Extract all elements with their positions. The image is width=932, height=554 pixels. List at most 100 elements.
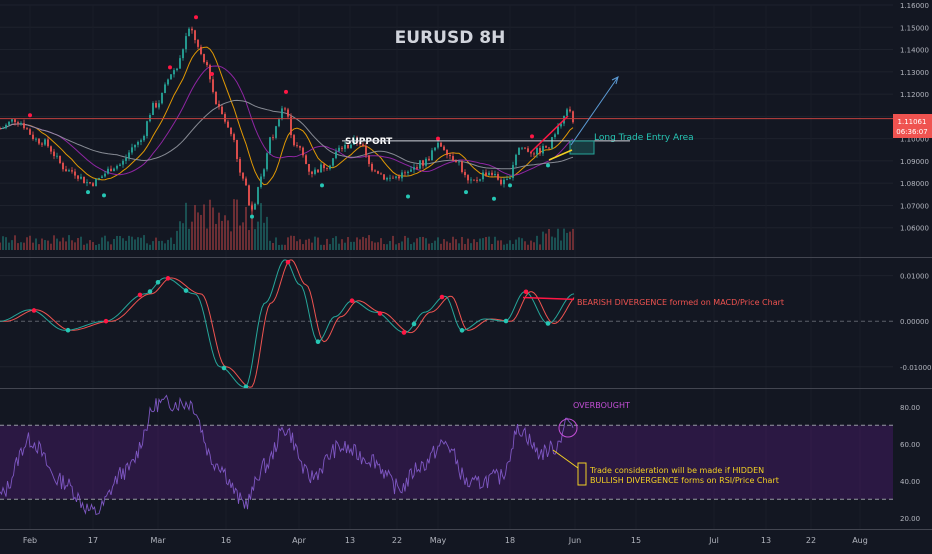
volume-bar bbox=[41, 238, 43, 250]
swing-dot bbox=[406, 194, 410, 199]
candle-body bbox=[533, 153, 535, 155]
macd-cross-dot bbox=[459, 328, 465, 333]
volume-bar bbox=[122, 238, 124, 250]
volume-bar bbox=[221, 220, 223, 250]
rsi-tick-label: 60.00 bbox=[900, 441, 920, 449]
volume-bar bbox=[23, 242, 25, 250]
candle-body bbox=[566, 109, 568, 116]
candle-body bbox=[518, 148, 520, 155]
swing-dot bbox=[492, 196, 496, 201]
candle-body bbox=[473, 179, 475, 181]
time-tick-label: Mar bbox=[150, 536, 166, 545]
volume-bar bbox=[446, 241, 448, 250]
volume-bar bbox=[68, 235, 70, 250]
candle-body bbox=[389, 177, 391, 179]
hidden-divergence-note-line-1: Trade consideration will be made if HIDD… bbox=[589, 466, 764, 475]
volume-bar bbox=[395, 244, 397, 250]
volume-bar bbox=[281, 244, 283, 250]
volume-bar bbox=[512, 244, 514, 250]
macd-axis: 0.01000 0.00000 -0.01000 bbox=[900, 273, 931, 372]
macd-divergence-note: BEARISH DIVERGENCE formed on MACD/Price … bbox=[577, 298, 784, 307]
macd-cross-dot bbox=[137, 292, 143, 298]
volume-bar bbox=[536, 235, 538, 250]
macd-cross-dot bbox=[523, 289, 529, 295]
candle-body bbox=[347, 144, 349, 148]
candle-body bbox=[26, 128, 28, 130]
time-tick-label: May bbox=[430, 536, 447, 545]
candle-body bbox=[263, 169, 265, 177]
candle-body bbox=[245, 178, 247, 186]
volume-bar bbox=[140, 237, 142, 250]
macd-tick-label: -0.01000 bbox=[900, 364, 931, 372]
volume-bar bbox=[161, 240, 163, 250]
candle-body bbox=[59, 155, 61, 164]
candle-body bbox=[353, 138, 355, 145]
candle-body bbox=[20, 123, 22, 124]
candle-body bbox=[296, 145, 298, 147]
rsi-panel[interactable]: OVERBOUGHT Trade consideration will be m… bbox=[0, 394, 920, 523]
overbought-label: OVERBOUGHT bbox=[573, 401, 630, 410]
volume-bar bbox=[113, 238, 115, 250]
candle-body bbox=[191, 28, 193, 31]
volume-bar bbox=[398, 243, 400, 250]
candle-body bbox=[290, 116, 292, 136]
volume-bar bbox=[56, 238, 58, 250]
volume-bar bbox=[158, 241, 160, 250]
volume-bar bbox=[110, 244, 112, 250]
volume-bar bbox=[461, 236, 463, 250]
price-tick-label: 1.12000 bbox=[900, 91, 929, 99]
volume-bar bbox=[179, 221, 181, 250]
volume-bar bbox=[554, 237, 556, 250]
volume-bar bbox=[44, 240, 46, 250]
candle-body bbox=[35, 138, 37, 140]
time-tick-label: 17 bbox=[88, 536, 98, 545]
volume-bar bbox=[272, 242, 274, 250]
candle-body bbox=[299, 146, 301, 148]
time-axis[interactable]: Feb 17 Mar 16 Apr 13 22 May 18 Jun 15 Jul 13 22 Aug bbox=[23, 536, 868, 545]
volume-bar bbox=[530, 240, 532, 250]
macd-panel[interactable]: 0.01000 0.00000 -0.01000 BEARISH DIVERGENC… bbox=[0, 259, 931, 390]
volume-bar bbox=[437, 237, 439, 250]
volume-bar bbox=[29, 235, 31, 250]
volume-bar bbox=[215, 223, 217, 250]
candle-body bbox=[446, 149, 448, 156]
candle-body bbox=[170, 74, 172, 80]
volume-bar bbox=[74, 242, 76, 250]
candle-body bbox=[107, 168, 109, 174]
price-panel[interactable]: EURUSD 8H SUPPORT Long Trade Entry Area … bbox=[0, 2, 932, 529]
candle-body bbox=[386, 177, 388, 180]
volume-bar bbox=[20, 242, 22, 250]
candle-body bbox=[197, 40, 199, 47]
rsi-band bbox=[0, 424, 893, 500]
volume-bar bbox=[206, 228, 208, 250]
volume-bar bbox=[188, 228, 190, 250]
volume-bar bbox=[392, 235, 394, 250]
candle-body bbox=[194, 30, 196, 41]
volume-bar bbox=[410, 244, 412, 250]
candle-body bbox=[182, 49, 184, 59]
volume-bar bbox=[254, 229, 256, 250]
candle-body bbox=[380, 173, 382, 175]
time-tick-label: 13 bbox=[345, 536, 355, 545]
volume-bar bbox=[332, 237, 334, 250]
candle-body bbox=[50, 146, 52, 152]
volume-bar bbox=[62, 237, 64, 250]
bearish-divergence-macd-line bbox=[522, 296, 575, 301]
volume-bar bbox=[2, 236, 4, 250]
volume-bar bbox=[377, 242, 379, 250]
candle-body bbox=[530, 151, 532, 154]
volume-bar bbox=[380, 238, 382, 250]
volume-bar bbox=[5, 237, 7, 250]
volume-bar bbox=[164, 243, 166, 250]
volume-bar bbox=[257, 221, 259, 250]
volume-bar bbox=[548, 229, 550, 250]
volume-bar bbox=[173, 243, 175, 250]
price-tick-label: 1.07000 bbox=[900, 202, 929, 210]
volume-bar bbox=[107, 241, 109, 250]
candle-body bbox=[95, 179, 97, 186]
candle-body bbox=[89, 182, 91, 184]
candle-body bbox=[134, 144, 136, 148]
volume-bar bbox=[8, 242, 10, 250]
volume-bar bbox=[278, 244, 280, 250]
